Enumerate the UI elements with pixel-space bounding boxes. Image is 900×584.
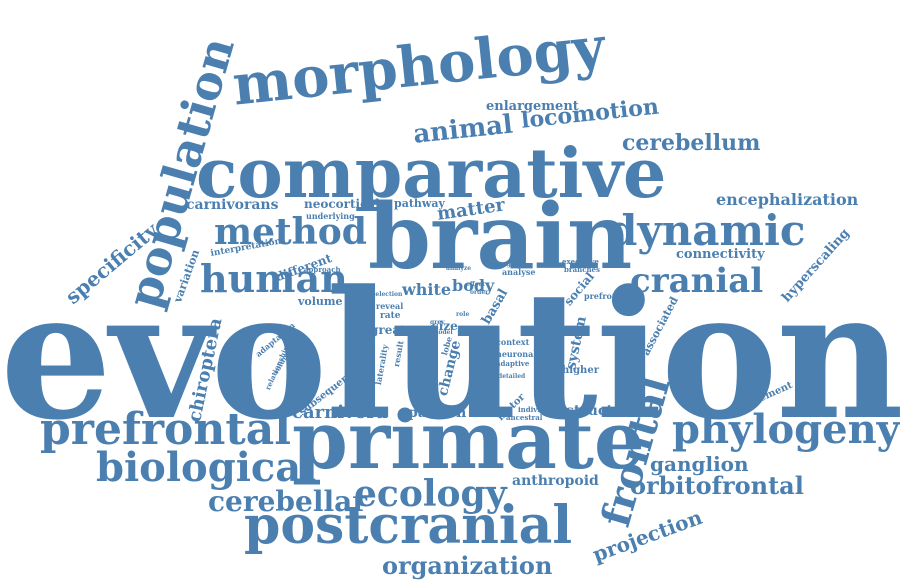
word-detailed: detailed [498, 373, 526, 380]
word-grey: grey [430, 319, 445, 326]
word-underlying: underlying [306, 211, 355, 221]
word-enlargement: enlargement [486, 99, 579, 114]
word-biological: biological [96, 444, 317, 491]
word-rate: rate [380, 311, 401, 321]
word-context: context [496, 337, 530, 347]
word-order: order [470, 289, 489, 296]
word-analyze: analyze [446, 265, 472, 272]
word-phylogeny: phylogeny [672, 406, 900, 453]
word-neocortical: neocortical [304, 197, 380, 211]
word-role: role [456, 311, 470, 318]
word-individual: individual [518, 405, 558, 414]
word-cerebellum: cerebellum [622, 130, 761, 156]
word-orbitofrontal: orbitofrontal [630, 471, 804, 500]
word-brain: brain [368, 184, 632, 290]
word-evolution: evolution [0, 252, 900, 459]
word-approach: approach [304, 265, 341, 274]
word-higher: higher [562, 365, 599, 376]
word-branches: branches [564, 265, 600, 274]
word-lineage: lineage [490, 261, 515, 268]
word-white: white [402, 280, 452, 299]
word-ganglion: ganglion [650, 452, 749, 476]
word-neuronal: neuronal [496, 349, 537, 359]
word-model: model [432, 329, 453, 336]
word-size: size [432, 319, 458, 333]
word-human: human [200, 256, 348, 301]
word-primate: primate [292, 393, 645, 487]
word-analyse: analyse [502, 267, 536, 277]
word-pattern: pattern [408, 405, 467, 421]
word-prefrontal: prefrontal [40, 404, 291, 455]
word-reveal: reveal [376, 301, 404, 311]
word-dynamic: dynamic [608, 206, 806, 255]
word-volume: volume [298, 295, 343, 308]
word-method: method [214, 211, 367, 253]
word-executive: executive [562, 257, 599, 266]
word-structural: structural [566, 403, 645, 419]
word-selection: selection [372, 291, 403, 298]
word-connectivity: connectivity [676, 247, 765, 262]
word-anthropoid: anthropoid [512, 473, 599, 489]
word-cranial: cranial [630, 261, 764, 301]
word-postcranial: postcranial [244, 495, 573, 556]
word-prefronto: prefronto [584, 291, 627, 301]
word-pathway: pathway [394, 197, 445, 210]
word-ecology: ecology [354, 473, 507, 515]
word-ancestral: ancestral [506, 413, 543, 422]
word-effect: effect [466, 281, 485, 288]
word-great: great [370, 323, 406, 337]
word-body: body [452, 276, 495, 295]
word-carnivora: carnivora [292, 402, 388, 423]
word-carnivorans: carnivorans [186, 197, 279, 213]
word-comparative: comparative [196, 134, 667, 214]
word-encephalization: encephalization [716, 190, 859, 209]
word-cerebellar: cerebellar [208, 485, 367, 518]
word-adaptive: adaptive [496, 359, 530, 368]
word-organization: organization [382, 551, 553, 580]
